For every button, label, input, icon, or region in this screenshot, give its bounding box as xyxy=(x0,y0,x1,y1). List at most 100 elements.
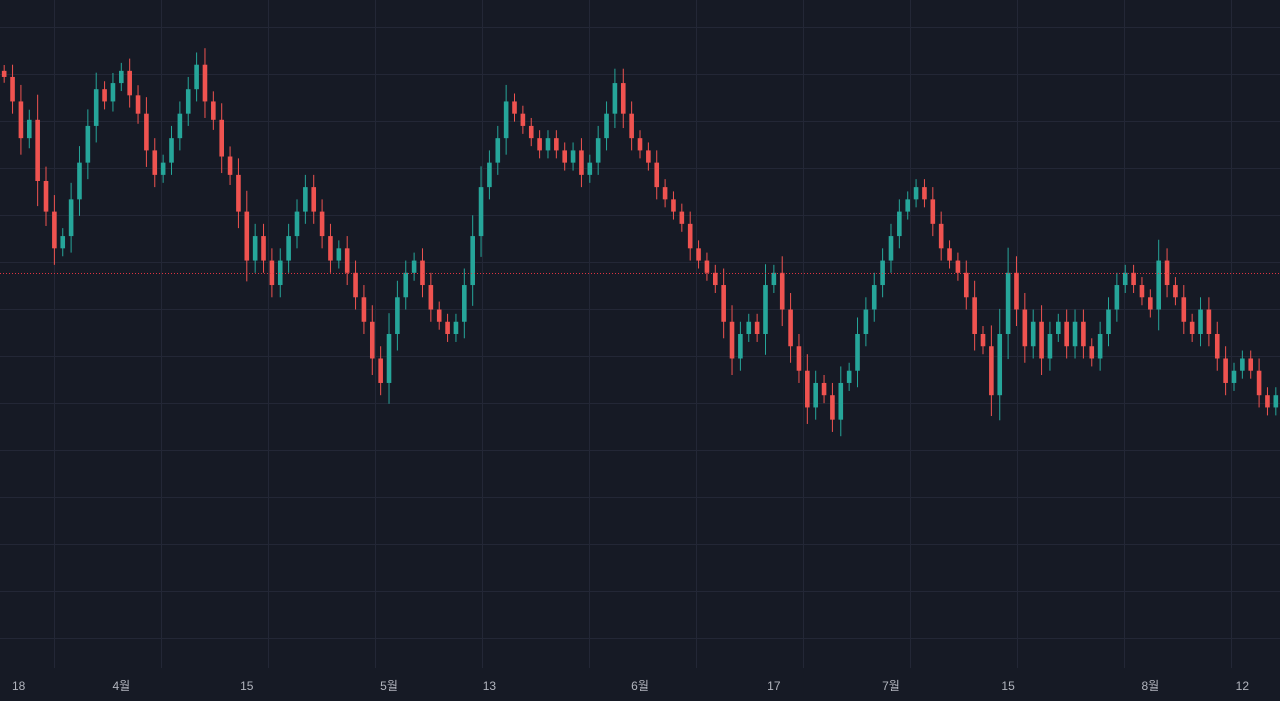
candle[interactable] xyxy=(353,260,358,310)
candle[interactable] xyxy=(403,260,409,310)
candle[interactable] xyxy=(85,109,91,180)
candle[interactable] xyxy=(445,313,450,342)
candle[interactable] xyxy=(43,166,49,226)
candle[interactable] xyxy=(386,313,392,404)
candle[interactable] xyxy=(436,301,442,330)
candle[interactable] xyxy=(286,223,291,273)
candle[interactable] xyxy=(135,85,141,124)
candle[interactable] xyxy=(1231,362,1237,391)
candle[interactable] xyxy=(637,130,643,159)
candle[interactable] xyxy=(68,182,74,253)
candle[interactable] xyxy=(236,158,241,229)
candle[interactable] xyxy=(1189,313,1195,342)
candle[interactable] xyxy=(712,264,718,293)
candle[interactable] xyxy=(947,240,952,269)
candle[interactable] xyxy=(294,199,300,249)
candle[interactable] xyxy=(269,248,275,298)
candle[interactable] xyxy=(813,370,818,420)
candle[interactable] xyxy=(1064,309,1069,359)
candle[interactable] xyxy=(888,223,894,273)
candle[interactable] xyxy=(880,248,885,298)
candle[interactable] xyxy=(821,375,827,404)
candle[interactable] xyxy=(35,94,40,207)
candle[interactable] xyxy=(612,68,618,129)
candle[interactable] xyxy=(119,62,124,92)
candle[interactable] xyxy=(738,321,743,371)
candle[interactable] xyxy=(1214,321,1220,371)
candle[interactable] xyxy=(1056,313,1061,342)
candle[interactable] xyxy=(771,264,777,293)
candle[interactable] xyxy=(361,285,367,334)
candle[interactable] xyxy=(303,174,308,224)
candle[interactable] xyxy=(244,190,250,282)
candle[interactable] xyxy=(1114,272,1120,322)
candle[interactable] xyxy=(938,211,944,261)
candle[interactable] xyxy=(1,65,7,83)
candle[interactable] xyxy=(537,130,542,159)
candle[interactable] xyxy=(1030,309,1036,359)
candle[interactable] xyxy=(963,260,969,310)
candle[interactable] xyxy=(805,354,810,424)
candle[interactable] xyxy=(77,146,82,216)
candle[interactable] xyxy=(503,84,509,155)
candle[interactable] xyxy=(194,52,199,102)
candle[interactable] xyxy=(520,105,526,134)
candle[interactable] xyxy=(453,313,459,342)
candle[interactable] xyxy=(1014,256,1019,327)
candle[interactable] xyxy=(18,84,24,155)
candle[interactable] xyxy=(1223,346,1228,396)
candle[interactable] xyxy=(60,228,66,257)
candle[interactable] xyxy=(646,142,651,171)
candle[interactable] xyxy=(972,280,977,351)
candle[interactable] xyxy=(110,72,116,112)
candle[interactable] xyxy=(152,138,158,188)
candle[interactable] xyxy=(395,280,400,351)
candle[interactable] xyxy=(411,252,417,281)
candle[interactable] xyxy=(261,223,266,273)
candle[interactable] xyxy=(169,125,174,175)
candle[interactable] xyxy=(369,305,375,376)
candle[interactable] xyxy=(1164,248,1170,298)
candle[interactable] xyxy=(512,93,517,122)
candle[interactable] xyxy=(754,313,760,342)
candle[interactable] xyxy=(202,48,208,118)
candle[interactable] xyxy=(1097,321,1103,371)
candle[interactable] xyxy=(1122,264,1128,293)
candle[interactable] xyxy=(562,142,568,171)
candle[interactable] xyxy=(428,272,434,322)
candle[interactable] xyxy=(1173,277,1178,306)
time-axis[interactable]: 184월155월136월177월158월129월 xyxy=(12,679,1280,693)
candle[interactable] xyxy=(1089,338,1095,367)
candle[interactable] xyxy=(955,252,961,281)
candle[interactable] xyxy=(1047,321,1053,371)
candle[interactable] xyxy=(160,154,166,183)
candle[interactable] xyxy=(579,138,584,188)
candle[interactable] xyxy=(336,240,342,269)
candle[interactable] xyxy=(1106,297,1111,347)
candle[interactable] xyxy=(1148,289,1153,318)
candle[interactable] xyxy=(696,240,701,269)
candle[interactable] xyxy=(855,317,860,388)
candle[interactable] xyxy=(52,195,57,265)
candle[interactable] xyxy=(863,297,869,347)
candle[interactable] xyxy=(319,199,325,249)
candle[interactable] xyxy=(478,166,484,257)
candle[interactable] xyxy=(1039,305,1044,376)
candle[interactable] xyxy=(587,154,593,183)
candle[interactable] xyxy=(922,179,927,208)
candle[interactable] xyxy=(989,325,994,417)
candle[interactable] xyxy=(211,91,216,130)
candle[interactable] xyxy=(830,382,835,432)
candle[interactable] xyxy=(26,109,32,149)
candle[interactable] xyxy=(1072,309,1078,359)
candle[interactable] xyxy=(277,248,283,298)
candle[interactable] xyxy=(227,146,233,185)
candle[interactable] xyxy=(1022,292,1028,363)
candle[interactable] xyxy=(687,211,693,261)
candle[interactable] xyxy=(554,130,559,159)
candle[interactable] xyxy=(1240,350,1245,379)
candle[interactable] xyxy=(1139,277,1145,306)
candle[interactable] xyxy=(1265,387,1270,416)
candle[interactable] xyxy=(420,248,425,298)
candle[interactable] xyxy=(729,305,735,376)
